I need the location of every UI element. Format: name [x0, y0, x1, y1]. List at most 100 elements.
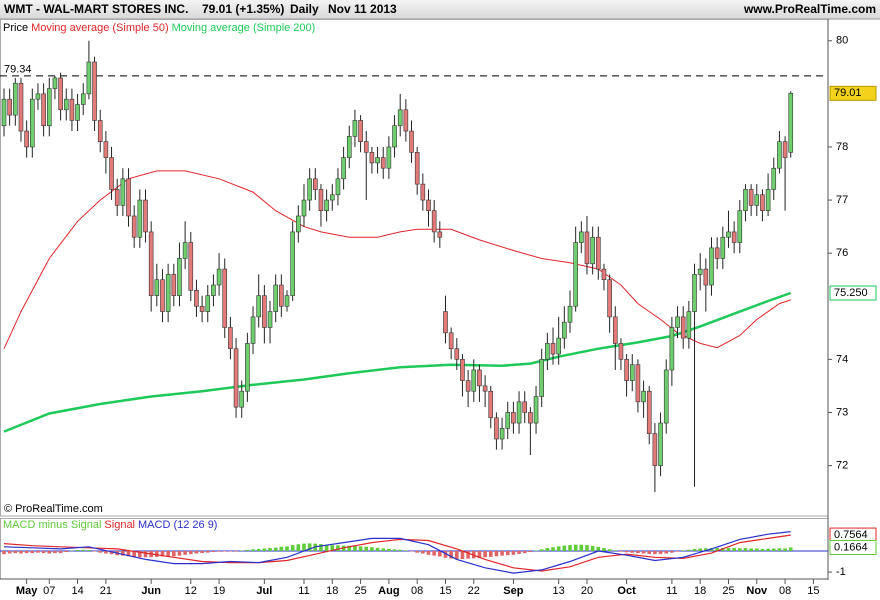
histogram-bar [70, 550, 74, 552]
candle-body [273, 284, 278, 312]
histogram-bar [358, 546, 363, 551]
histogram-bar [13, 551, 18, 554]
x-tick-label: 19 [213, 585, 225, 597]
candle-body [148, 231, 154, 296]
candle-body [748, 189, 754, 206]
histogram-bar [647, 551, 652, 554]
histogram-bar [426, 551, 431, 555]
candle-body [24, 130, 29, 148]
line-series [3, 170, 791, 349]
histogram-bar [262, 548, 267, 551]
hist-last-label: 0.1664 [834, 541, 868, 553]
candle-body [522, 401, 528, 413]
price-last-label-box [829, 85, 877, 101]
candle-body [658, 422, 663, 466]
price-frame [0, 19, 829, 517]
candle-body [618, 343, 624, 360]
histogram-bar [738, 548, 742, 551]
histogram-bar [64, 551, 69, 553]
candle-body [352, 120, 358, 137]
histogram-bar [726, 548, 731, 551]
histogram-bar [551, 547, 555, 551]
candle-body [431, 210, 437, 233]
histogram-bar [138, 551, 142, 558]
histogram-bar [619, 551, 623, 552]
histogram-bar [568, 545, 572, 551]
candle-body [380, 157, 386, 169]
histogram-bar [505, 551, 510, 556]
histogram-bar [466, 551, 470, 559]
histogram-bar [58, 551, 63, 554]
x-tick-label: 25 [722, 585, 734, 597]
histogram-bar [579, 544, 584, 551]
histogram-bar [392, 549, 397, 551]
histogram-bar [307, 543, 312, 551]
histogram-bar [602, 548, 606, 551]
histogram-bar [188, 551, 193, 555]
histogram-bar [132, 551, 136, 557]
histogram-bar [585, 545, 589, 551]
histogram-bar [319, 544, 323, 551]
histogram-bar [200, 551, 204, 554]
histogram-bar [47, 551, 52, 554]
candle-body [516, 401, 522, 424]
histogram-bar [324, 544, 329, 551]
signal-last-label: 0.7564 [834, 529, 868, 541]
candle-body [731, 231, 737, 243]
x-tick-label: 15 [439, 585, 451, 597]
histogram-bar [347, 545, 352, 551]
histogram-bar [217, 551, 221, 552]
histogram-bar [596, 546, 601, 551]
histogram-bar [239, 550, 244, 552]
x-tick-label: 08 [411, 585, 423, 597]
histogram-bar [517, 551, 521, 554]
histogram-bar [658, 551, 663, 554]
x-tick-label: 08 [779, 585, 791, 597]
histogram-bar [172, 551, 176, 557]
histogram-bar [251, 549, 255, 551]
candle-body [18, 82, 24, 132]
candle-body [448, 332, 454, 350]
histogram-bar [245, 549, 250, 551]
candle-body [590, 236, 595, 265]
histogram-bar [624, 551, 629, 553]
histogram-bar [455, 551, 459, 559]
histogram-bar [607, 549, 612, 551]
histogram-bar [636, 551, 640, 554]
histogram-bar [743, 548, 748, 551]
histogram-bar [562, 545, 567, 551]
histogram-bar [692, 548, 697, 551]
histogram-bar [183, 551, 187, 555]
histogram-bar [483, 551, 487, 558]
candle-body [465, 380, 471, 392]
candle-body [109, 157, 114, 190]
line-series [3, 291, 792, 433]
histogram-bar [177, 551, 182, 556]
histogram-bar [375, 547, 380, 551]
histogram-bar [126, 551, 131, 557]
histogram-bar [296, 544, 301, 551]
histogram-bar [87, 549, 91, 551]
candle-body [403, 109, 409, 132]
histogram-bar [143, 551, 148, 558]
histogram-bar [449, 551, 453, 559]
candle-body [80, 93, 86, 105]
histogram-bar [370, 547, 374, 551]
histogram-bar [7, 551, 12, 554]
candle-body [86, 61, 92, 95]
candle-body [7, 98, 12, 116]
candle-body [697, 268, 703, 275]
y-tick-label: 73 [836, 406, 848, 418]
candle-body [318, 189, 324, 211]
candle-body [216, 268, 222, 286]
candle-body [284, 295, 290, 307]
histogram-bar [777, 548, 782, 551]
legend-entry: MACD (12 26 9) [138, 519, 217, 531]
candle-body [607, 279, 612, 318]
candle-body [409, 130, 414, 153]
x-tick-label: 25 [354, 585, 366, 597]
candle-body [1, 98, 7, 127]
candle-body [69, 98, 75, 121]
candle-body [488, 390, 494, 419]
